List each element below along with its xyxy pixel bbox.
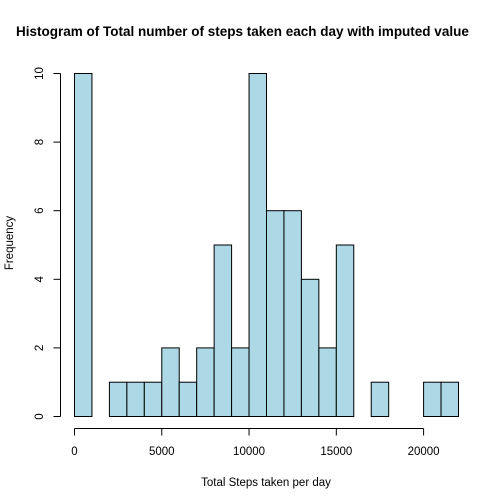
histogram-bar: [335, 244, 355, 417]
x-tick-label: 0: [71, 446, 77, 458]
y-tick-label: 0: [34, 413, 46, 419]
histogram-bar: [283, 210, 302, 417]
histogram-bar: [231, 347, 250, 417]
histogram-bar: [370, 381, 390, 418]
histogram-bar: [248, 73, 268, 417]
x-tick-label: 5000: [149, 446, 175, 458]
histogram-bar: [108, 381, 128, 418]
y-axis-label: Frequency: [4, 216, 16, 271]
x-axis: 0 5000 10000 15000 20000: [71, 428, 440, 458]
y-axis: 0 2 4 6 8 10: [34, 67, 61, 420]
y-tick-label: 8: [34, 139, 46, 145]
y-tick-label: 4: [34, 276, 46, 283]
y-tick-label: 2: [34, 345, 46, 351]
histogram-bar: [423, 381, 442, 418]
histogram-bar: [126, 381, 145, 418]
histogram-bar: [266, 210, 285, 417]
histogram-bar: [300, 278, 320, 417]
y-tick-label: 10: [34, 67, 46, 80]
x-axis-label: Total Steps taken per day: [201, 477, 331, 489]
x-tick-label: 10000: [233, 446, 265, 458]
y-tick-label: 6: [34, 207, 46, 213]
histogram-bar: [318, 347, 337, 417]
histogram-bar: [440, 381, 459, 418]
histogram-bar: [143, 381, 163, 418]
histogram-bar: [161, 347, 180, 417]
bars-group: [74, 73, 459, 418]
histogram-bar: [213, 244, 233, 417]
histogram-bar: [178, 381, 198, 418]
x-tick-label: 15000: [320, 446, 352, 458]
histogram-bar: [196, 347, 215, 417]
histogram-bar: [74, 73, 93, 417]
x-tick-label: 20000: [408, 446, 440, 458]
chart-title: Histogram of Total number of steps taken…: [16, 24, 469, 39]
